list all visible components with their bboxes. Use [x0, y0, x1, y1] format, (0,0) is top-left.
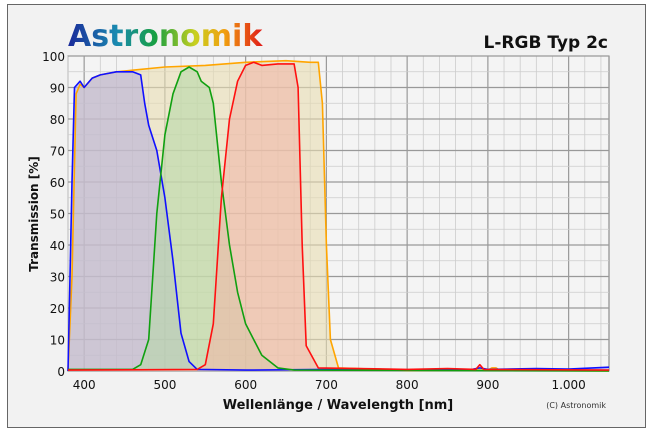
x-tick-label: 900 — [476, 378, 499, 392]
x-axis-label: Wellenlänge / Wavelength [nm] — [223, 398, 454, 413]
y-axis-label: Transmission [%] — [27, 156, 41, 272]
series-line-R — [67, 61, 610, 371]
y-tick-label: 30 — [50, 271, 65, 285]
y-tick-label: 0 — [57, 365, 65, 379]
x-tick-label: 700 — [315, 378, 338, 392]
x-tick-label: 400 — [73, 378, 96, 392]
x-tick-label: 1.000 — [551, 378, 585, 392]
series-fill-B — [68, 71, 609, 372]
series-fill-G — [68, 67, 609, 371]
chart-title: L-RGB Typ 2c — [484, 33, 608, 53]
y-tick-label: 70 — [50, 145, 65, 159]
y-tick-label: 20 — [50, 302, 65, 316]
x-tick-label: 800 — [396, 378, 419, 392]
astronomik-logo: Astronomik — [68, 19, 263, 54]
copyright: (C) Astronomik — [546, 401, 606, 410]
y-tick-label: 100 — [42, 50, 65, 64]
y-tick-label: 90 — [50, 82, 65, 96]
x-tick-label: 500 — [153, 378, 176, 392]
y-tick-label: 60 — [50, 176, 65, 190]
x-tick-label: 600 — [234, 378, 257, 392]
y-tick-label: 80 — [50, 113, 65, 127]
series-line-G — [68, 66, 610, 372]
y-tick-label: 10 — [50, 334, 65, 348]
y-tick-label: 50 — [50, 208, 65, 222]
y-tick-label: 40 — [50, 239, 65, 253]
